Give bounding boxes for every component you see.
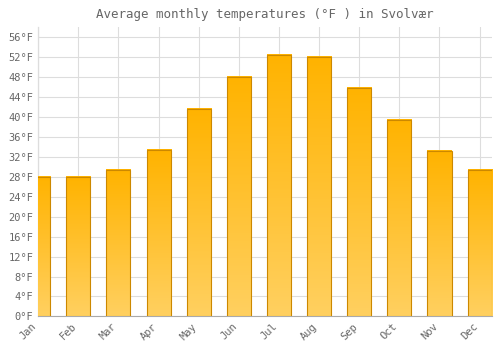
Bar	[106, 170, 130, 316]
Bar	[66, 177, 90, 316]
Bar	[227, 77, 251, 316]
Bar	[186, 109, 211, 316]
Bar	[146, 150, 171, 316]
Bar	[347, 88, 372, 316]
Bar	[267, 55, 291, 316]
Bar	[388, 120, 411, 316]
Bar	[307, 57, 331, 316]
Bar	[468, 170, 491, 316]
Bar	[428, 151, 452, 316]
Title: Average monthly temperatures (°F ) in Svolvær: Average monthly temperatures (°F ) in Sv…	[96, 8, 434, 21]
Bar	[26, 176, 50, 316]
